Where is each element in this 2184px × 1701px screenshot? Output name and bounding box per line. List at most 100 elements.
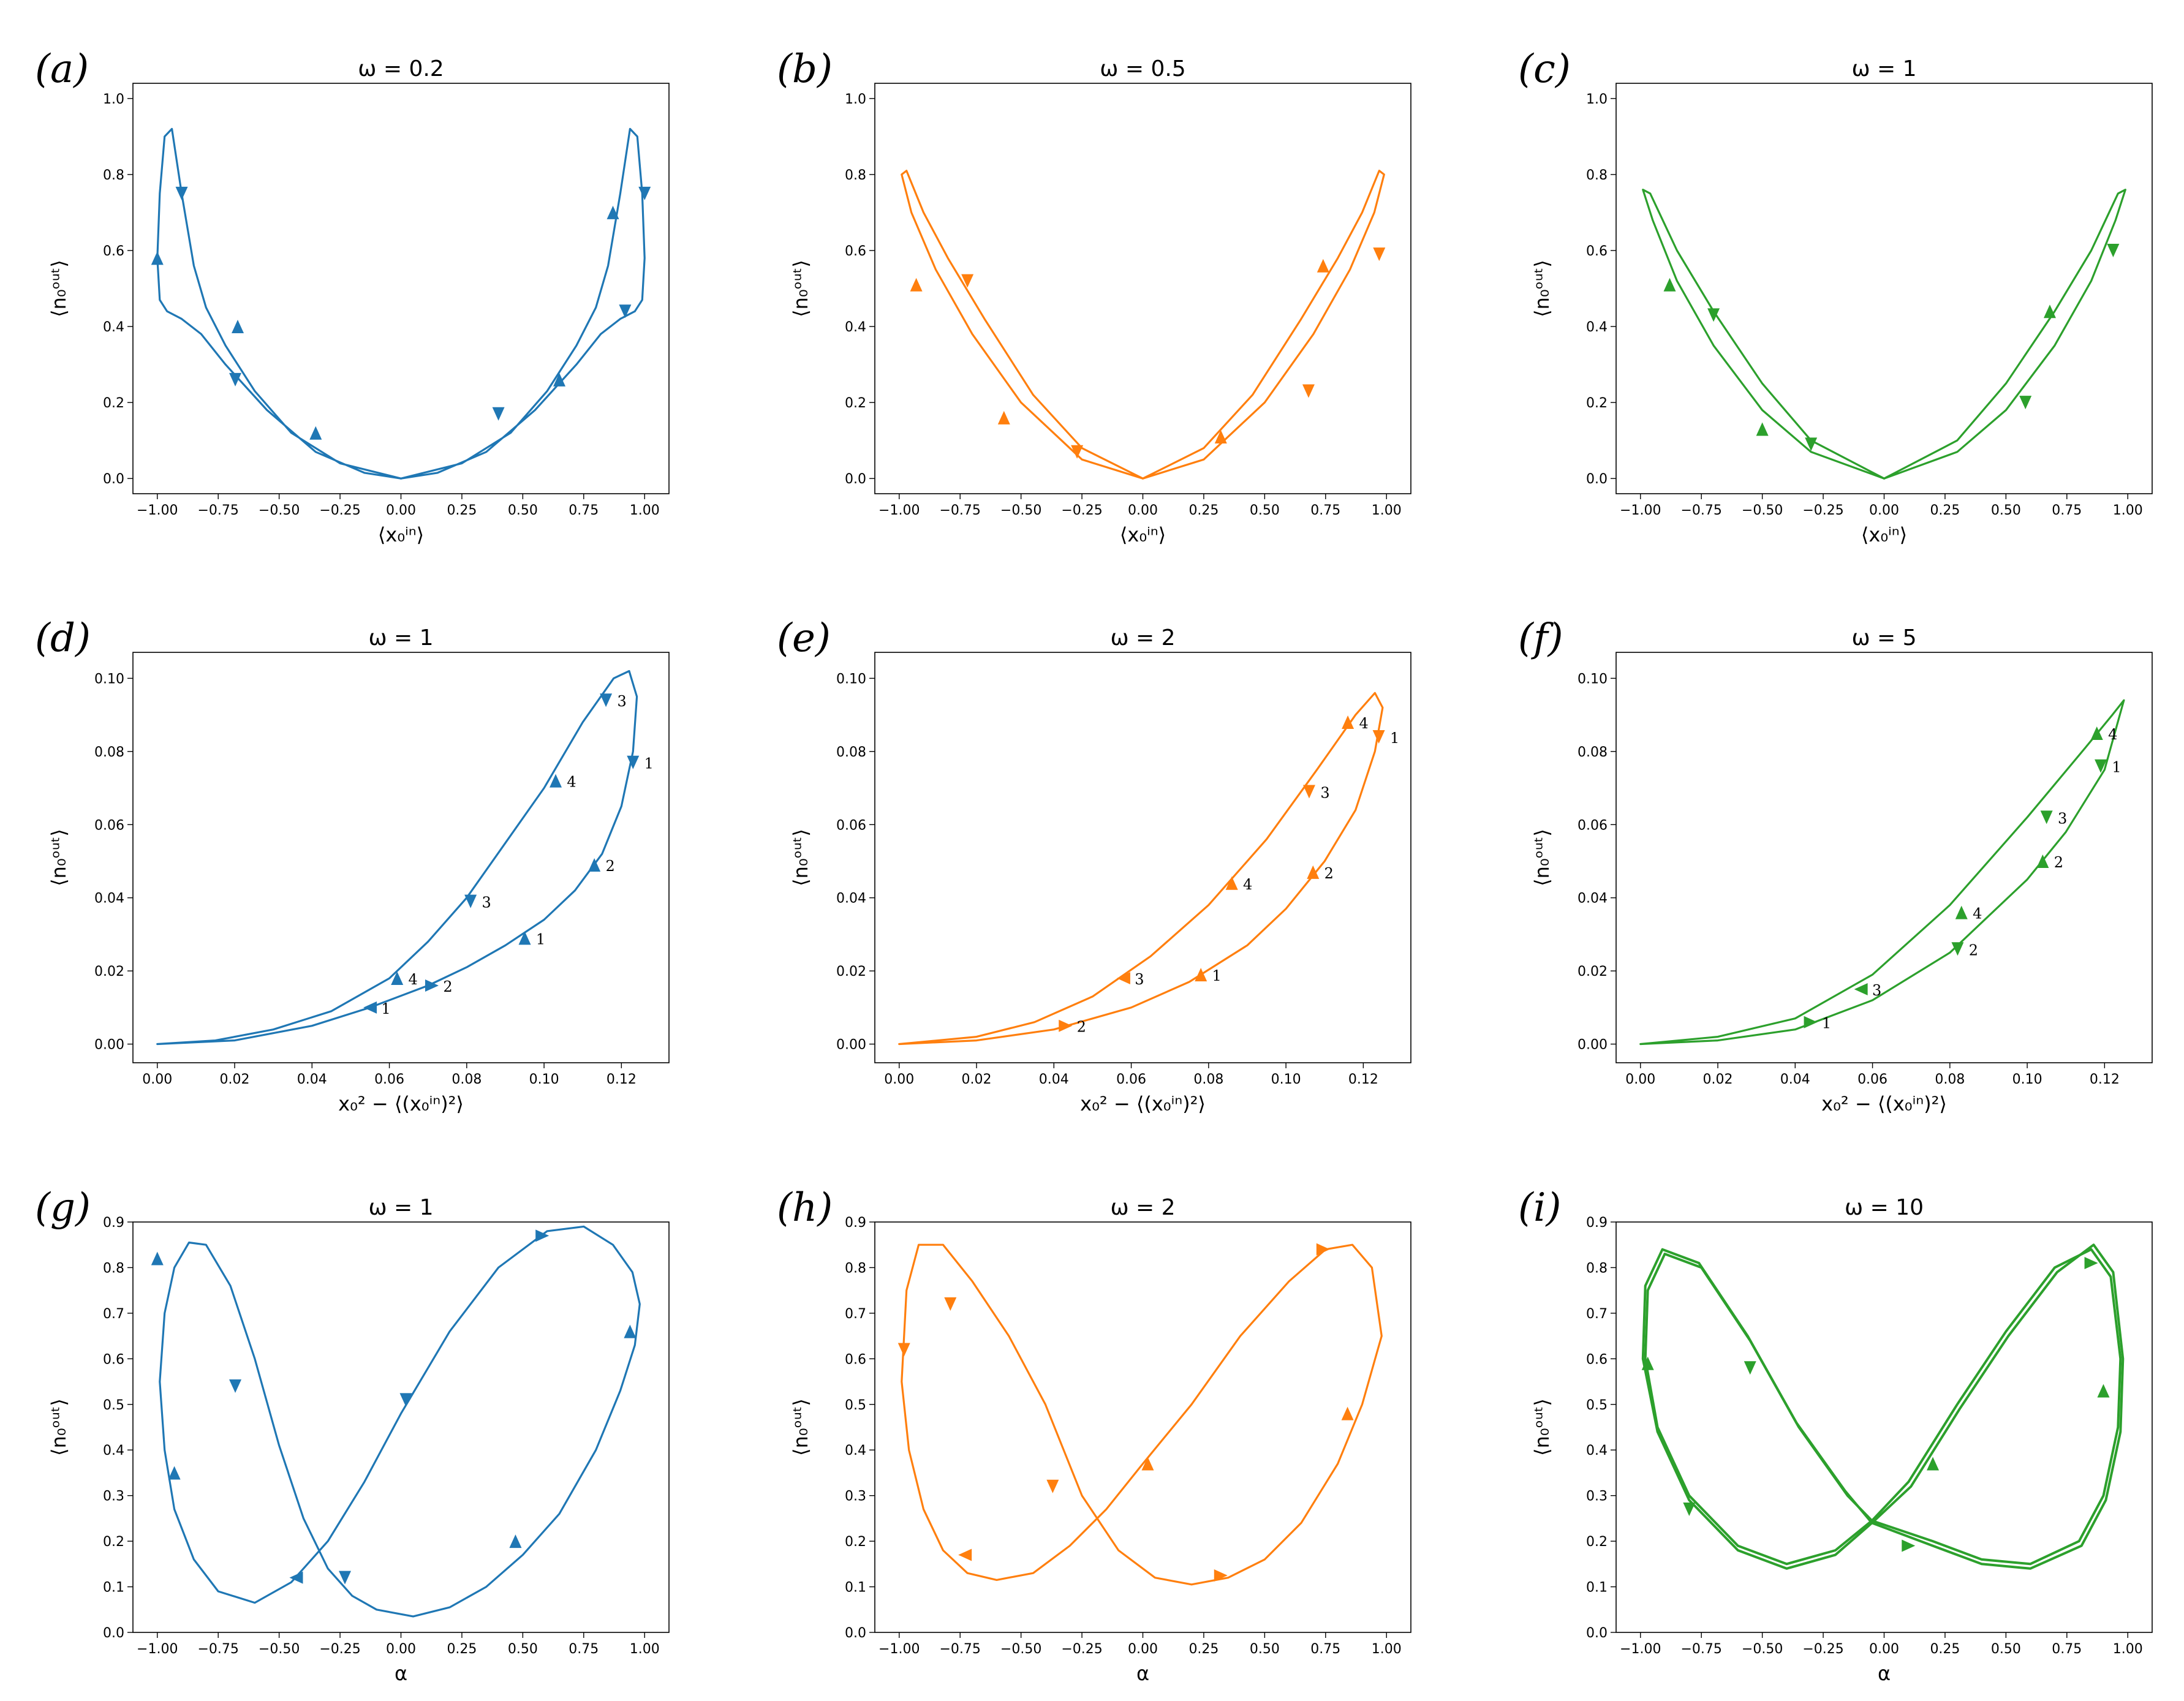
x-tick-label: 0.00 xyxy=(1128,503,1158,518)
x-tick-label: 0.25 xyxy=(1188,1642,1219,1657)
y-axis-label: ⟨n₀ᵒᵘᵗ⟩ xyxy=(1530,829,1554,886)
y-tick-label: 0.8 xyxy=(845,1261,866,1276)
direction-arrow xyxy=(309,426,322,440)
direction-arrow xyxy=(1804,1016,1818,1028)
x-tick-label: −1.00 xyxy=(137,503,178,518)
x-axis-label: ⟨x₀ⁱⁿ⟩ xyxy=(1861,523,1907,546)
y-tick-label: 0.0 xyxy=(845,472,866,487)
panel-c: (c) ω = 1 −1.00 −0.75 −0.50 −0.25 0.00 0.25 0.50… xyxy=(1518,47,2153,546)
y-tick-label: 0.04 xyxy=(1578,891,1608,907)
y-tick-label: 0.4 xyxy=(845,320,866,335)
x-axis-label: x₀² − ⟨(x₀ⁱⁿ)²⟩ xyxy=(1080,1092,1206,1115)
panel-title: ω = 2 xyxy=(1110,625,1175,651)
panel-d: (d) ω = 1 0.00 0.02 0.04 0.06 0.08 0.10 0.12 0.00… xyxy=(35,616,670,1115)
y-tick-label: 0.7 xyxy=(845,1307,866,1322)
panel-label: (f) xyxy=(1518,616,1563,661)
x-tick-label: 0.50 xyxy=(508,503,538,518)
direction-arrow xyxy=(363,1001,377,1014)
arrow-number-label: 3 xyxy=(1872,982,1881,999)
direction-arrow xyxy=(638,186,651,200)
panel-label: (b) xyxy=(777,47,833,92)
y-tick-label: 0.10 xyxy=(1578,671,1608,687)
panel-title: ω = 1 xyxy=(368,1195,433,1220)
x-tick-label: 0.00 xyxy=(1625,1072,1655,1087)
x-axis-label: α xyxy=(1878,1662,1891,1685)
x-axis-label: x₀² − ⟨(x₀ⁱⁿ)²⟩ xyxy=(1821,1092,1947,1115)
direction-arrow xyxy=(509,1534,522,1548)
panel-title: ω = 2 xyxy=(1110,1195,1175,1220)
x-tick-label: 0.75 xyxy=(1310,503,1340,518)
y-tick-label: 0.3 xyxy=(1586,1489,1608,1504)
direction-arrow xyxy=(2036,854,2049,868)
direction-arrow xyxy=(391,971,404,986)
arrow-number-label: 3 xyxy=(617,693,626,710)
panel-title: ω = 0.2 xyxy=(358,56,444,81)
axes-frame xyxy=(132,1221,670,1633)
y-tick-label: 0.06 xyxy=(836,818,866,833)
x-tick-label: 0.25 xyxy=(1188,503,1219,518)
x-tick-label: −0.25 xyxy=(1802,503,1843,518)
y-tick-label: 0.5 xyxy=(1586,1398,1608,1413)
x-tick-label: 0.04 xyxy=(1780,1072,1810,1087)
x-tick-label: 0.25 xyxy=(1930,1642,1960,1657)
y-tick-label: 0.9 xyxy=(1586,1215,1608,1231)
x-tick-label: 1.00 xyxy=(2113,503,2143,518)
arrow-number-label: 1 xyxy=(1390,730,1399,747)
direction-arrow xyxy=(339,1571,352,1585)
direction-arrow xyxy=(1756,422,1769,436)
x-tick-label: 0.25 xyxy=(1930,503,1960,518)
direction-arrow xyxy=(2019,396,2032,410)
x-tick-label: −0.75 xyxy=(939,503,980,518)
y-tick-label: 0.8 xyxy=(103,1261,124,1276)
arrow-number-label: 1 xyxy=(1822,1015,1831,1032)
axes-frame xyxy=(874,83,1411,494)
direction-arrow xyxy=(1214,429,1227,443)
direction-arrow xyxy=(588,858,601,872)
y-tick-label: 0.06 xyxy=(1578,818,1608,833)
x-tick-label: 0.04 xyxy=(1039,1072,1069,1087)
series-line-1 xyxy=(1639,699,2125,1046)
x-tick-label: 1.00 xyxy=(630,1642,660,1657)
direction-arrow xyxy=(2090,726,2103,740)
series-line-2 xyxy=(399,127,646,480)
direction-arrow xyxy=(1141,1457,1154,1471)
panel-a: (a) ω = 0.2 −1.00 −0.75 −0.50 −0.25 0.00 0.25 0.… xyxy=(35,47,670,546)
panel-title: ω = 1 xyxy=(368,625,433,651)
arrow-number-label: 3 xyxy=(1320,785,1329,802)
y-tick-label: 0.6 xyxy=(845,244,866,259)
direction-arrow xyxy=(1927,1457,1940,1471)
x-tick-label: 1.00 xyxy=(630,503,660,518)
direction-arrow xyxy=(1707,308,1720,322)
x-axis-label: ⟨x₀ⁱⁿ⟩ xyxy=(1120,523,1166,546)
x-tick-label: 0.75 xyxy=(2052,503,2082,518)
x-tick-label: 0.02 xyxy=(220,1072,250,1087)
direction-arrow xyxy=(1902,1539,1916,1552)
y-tick-label: 0.2 xyxy=(1586,1534,1608,1550)
arrow-number-label: 2 xyxy=(1077,1019,1086,1036)
x-tick-label: 0.12 xyxy=(606,1072,637,1087)
y-tick-label: 0.6 xyxy=(103,1352,124,1367)
direction-arrow xyxy=(229,1379,242,1393)
y-tick-label: 0.04 xyxy=(836,891,866,907)
direction-arrow xyxy=(1307,865,1320,879)
y-tick-label: 0.5 xyxy=(845,1398,866,1413)
y-tick-label: 0.4 xyxy=(1586,320,1608,335)
arrow-number-label: 4 xyxy=(1243,876,1252,893)
series-line-2 xyxy=(1883,189,2126,480)
direction-arrow xyxy=(2107,243,2120,257)
y-axis-label: ⟨n₀ᵒᵘᵗ⟩ xyxy=(789,829,812,886)
panel-label: (i) xyxy=(1518,1185,1561,1231)
panel-title: ω = 10 xyxy=(1845,1195,1924,1220)
y-tick-label: 0.4 xyxy=(103,1443,124,1458)
direction-arrow xyxy=(1046,1479,1059,1493)
x-axis-label: x₀² − ⟨(x₀ⁱⁿ)²⟩ xyxy=(338,1092,464,1115)
x-tick-label: −1.00 xyxy=(879,503,920,518)
x-tick-label: 0.00 xyxy=(1128,1642,1158,1657)
panel-title: ω = 5 xyxy=(1851,625,1916,651)
x-tick-label: −0.75 xyxy=(1680,1642,1721,1657)
direction-arrow xyxy=(1317,258,1329,273)
x-tick-label: 0.08 xyxy=(1193,1072,1223,1087)
x-tick-label: 0.75 xyxy=(2052,1642,2082,1657)
x-axis-label: α xyxy=(1136,1662,1149,1685)
axes-frame xyxy=(132,652,670,1063)
